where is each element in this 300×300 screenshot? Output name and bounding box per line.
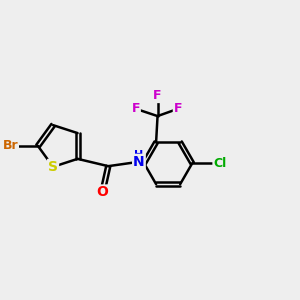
Text: N: N xyxy=(133,155,145,169)
Text: H: H xyxy=(134,150,144,160)
Text: F: F xyxy=(153,89,162,102)
Text: Cl: Cl xyxy=(213,157,226,170)
Text: Br: Br xyxy=(2,140,18,152)
Text: O: O xyxy=(97,185,108,200)
Text: F: F xyxy=(131,102,140,115)
Text: F: F xyxy=(174,102,182,115)
Text: S: S xyxy=(48,160,58,174)
